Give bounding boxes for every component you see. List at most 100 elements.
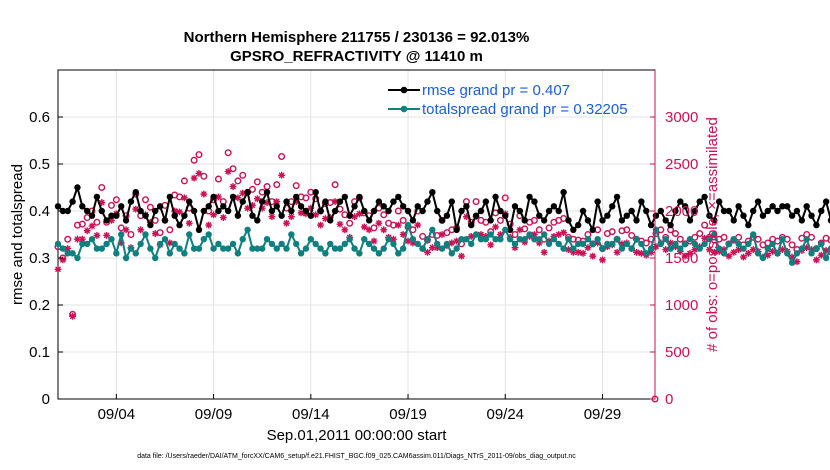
point-assimilated (151, 230, 159, 237)
point-assimilated (793, 258, 801, 266)
point-possible (239, 171, 247, 179)
point (779, 203, 786, 210)
point (560, 245, 567, 252)
point (463, 236, 470, 243)
point (79, 240, 86, 248)
point-assimilated (74, 235, 81, 243)
point (750, 207, 757, 215)
point-possible (501, 194, 509, 202)
point-assimilated (394, 221, 402, 229)
point (711, 231, 718, 238)
point (54, 240, 62, 248)
point (477, 207, 485, 215)
point (346, 212, 353, 219)
point-assimilated (166, 239, 174, 247)
point (254, 245, 261, 252)
point (706, 236, 713, 243)
point (98, 245, 105, 252)
point (759, 212, 767, 219)
point (258, 245, 266, 252)
point-assimilated (404, 237, 412, 245)
point (502, 212, 509, 219)
point-assimilated (244, 204, 252, 212)
point (584, 236, 592, 243)
point (258, 198, 266, 205)
point-assimilated (613, 248, 621, 256)
point (152, 207, 159, 215)
point (142, 231, 149, 238)
data-file-footnote: data file: /Users/raeder/DAI/ATM_forcXX/… (137, 453, 576, 460)
point (414, 240, 421, 248)
point (706, 212, 713, 219)
point (667, 245, 674, 252)
point (618, 217, 626, 224)
point-possible (229, 165, 237, 173)
point (336, 245, 344, 252)
point (793, 207, 801, 215)
point (307, 236, 315, 243)
point (691, 240, 699, 248)
point (132, 250, 139, 257)
point-possible (127, 230, 135, 238)
point (210, 193, 217, 201)
point (409, 236, 417, 243)
point (171, 212, 178, 219)
point-assimilated (652, 243, 660, 251)
point-possible (156, 229, 164, 237)
point (818, 240, 825, 248)
point (288, 207, 295, 215)
point (239, 236, 246, 243)
point-assimilated (599, 256, 606, 264)
point (127, 198, 135, 205)
point (171, 240, 178, 248)
point (540, 231, 548, 238)
point-assimilated (331, 198, 339, 205)
point (759, 254, 767, 262)
point-assimilated (253, 195, 261, 203)
point (404, 221, 412, 229)
point (375, 198, 383, 205)
point (181, 212, 188, 219)
point (822, 254, 830, 262)
point (754, 198, 762, 205)
point (186, 198, 193, 205)
point (83, 240, 91, 248)
point (565, 217, 572, 224)
y-right-tick-label: 3000 (665, 109, 698, 126)
point-assimilated (686, 249, 694, 257)
point (346, 236, 353, 243)
point (356, 250, 363, 257)
point (643, 250, 650, 257)
point (477, 236, 485, 243)
point (390, 198, 397, 205)
point (380, 245, 387, 252)
point-assimilated (701, 234, 708, 242)
point (550, 203, 558, 210)
point-assimilated (88, 222, 96, 230)
point (283, 245, 290, 252)
point (181, 250, 188, 257)
point (589, 240, 596, 248)
point-assimilated (185, 219, 193, 227)
point-assimilated (574, 248, 582, 256)
point (570, 245, 577, 252)
point (788, 259, 796, 266)
point (725, 240, 733, 248)
point (438, 217, 446, 224)
point (297, 203, 305, 210)
point (254, 217, 261, 224)
point-assimilated (224, 168, 232, 175)
y-right-tick-label: 0 (665, 391, 673, 408)
point (570, 226, 577, 233)
point (506, 236, 514, 243)
point (331, 245, 339, 252)
point-possible (190, 156, 198, 164)
point (186, 231, 193, 238)
x-tick-label: 09/24 (486, 406, 524, 423)
point (434, 240, 441, 248)
point (200, 207, 208, 215)
point (516, 236, 524, 243)
y-left-tick-label: 0.5 (29, 156, 50, 173)
point (152, 254, 159, 262)
point-assimilated (258, 204, 266, 212)
